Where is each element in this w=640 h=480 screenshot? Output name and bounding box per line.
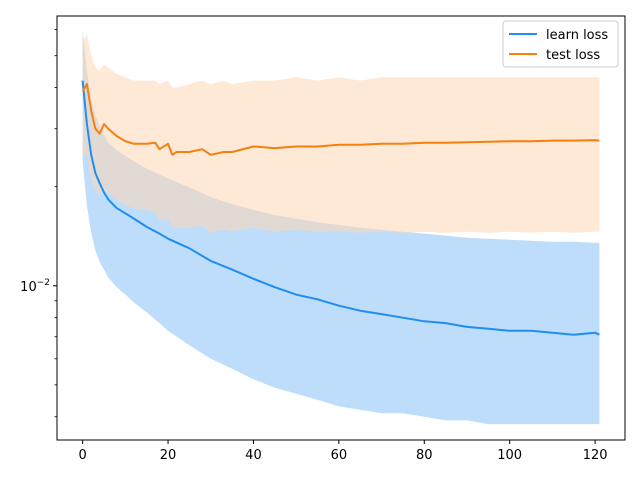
x-tick-label: 60	[331, 448, 348, 463]
y-tick-label: 10−2	[20, 278, 50, 295]
series-line-1	[81, 80, 600, 336]
x-tick-label: 20	[160, 448, 177, 463]
legend-box	[502, 20, 619, 68]
x-tick-label: 80	[416, 448, 433, 463]
legend-label: test loss	[546, 48, 600, 63]
x-tick-label: 120	[583, 448, 608, 463]
series-lines	[81, 80, 600, 336]
x-tick-label: 40	[245, 448, 262, 463]
x-tick-label: 0	[78, 448, 86, 463]
y-axis: 10−2	[20, 29, 57, 418]
legend-label: learn loss	[546, 28, 608, 43]
x-axis: 0 20 40 60 80 100 120	[78, 440, 608, 463]
legend: learn loss test loss	[502, 20, 619, 68]
x-tick-label: 100	[497, 448, 522, 463]
confidence-bands	[82, 29, 600, 425]
series-line-2	[81, 83, 600, 156]
plot-frame	[56, 15, 626, 441]
series-band-2	[82, 34, 600, 233]
